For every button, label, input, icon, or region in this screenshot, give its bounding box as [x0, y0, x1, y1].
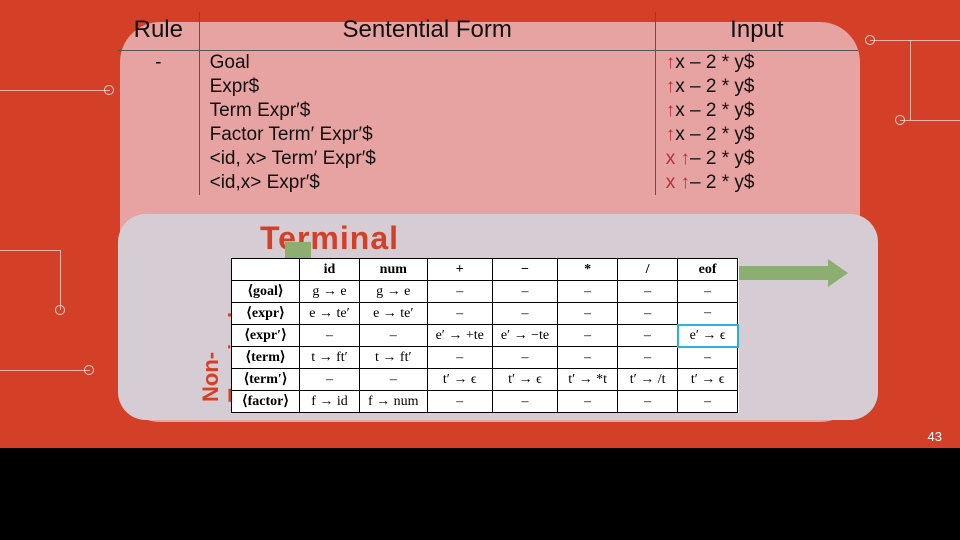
parse-cell: t′ → ϵ: [678, 369, 738, 391]
parse-cell: t′ → /t: [618, 369, 678, 391]
parse-cell: –: [678, 347, 738, 369]
parse-cell: f → num: [360, 391, 428, 413]
parse-cell: f → id: [300, 391, 360, 413]
parse-cell: –: [558, 325, 618, 347]
sentential-cell: Factor Term′ Expr′$: [199, 123, 655, 147]
parse-cell: –: [300, 325, 360, 347]
input-cell: ↑x – 2 * y$: [655, 99, 858, 123]
sentential-cell: Term Expr′$: [199, 99, 655, 123]
parse-cell: t′ → ϵ: [492, 369, 557, 391]
parse-table-header-row: idnum+−*/eof: [232, 259, 738, 281]
parse-cell: –: [360, 325, 428, 347]
trace-row: <id, x> Term′ Expr′$x ↑– 2 * y$: [118, 147, 858, 171]
parse-cell: –: [558, 347, 618, 369]
nt-cell: ⟨term′⟩: [232, 369, 300, 391]
parse-row: ⟨expr⟩e → te′e → te′–––––: [232, 303, 738, 325]
parse-th-*: *: [558, 259, 618, 281]
col-header-input: Input: [655, 12, 858, 51]
nt-cell: ⟨factor⟩: [232, 391, 300, 413]
parse-cell: g → e: [360, 281, 428, 303]
parse-th-num: num: [360, 259, 428, 281]
nt-cell: ⟨term⟩: [232, 347, 300, 369]
parse-cell: e′ → +te: [427, 325, 492, 347]
parse-cell: t → ft′: [360, 347, 428, 369]
input-cell: x ↑– 2 * y$: [655, 171, 858, 195]
trace-row: Term Expr′$↑x – 2 * y$: [118, 99, 858, 123]
parse-cell: –: [492, 303, 557, 325]
slide-number: 43: [928, 429, 942, 444]
parse-cell: –: [618, 281, 678, 303]
bottom-bar: [0, 448, 960, 540]
parse-th-+: +: [427, 259, 492, 281]
trace-tbody: -Goal↑x – 2 * y$Expr$↑x – 2 * y$Term Exp…: [118, 51, 858, 196]
nt-cell: ⟨expr⟩: [232, 303, 300, 325]
parse-cell: –: [427, 347, 492, 369]
parse-cell: –: [678, 281, 738, 303]
sentential-cell: Goal: [199, 51, 655, 76]
parse-cell: e′ → −te: [492, 325, 557, 347]
col-header-sentential: Sentential Form: [199, 12, 655, 51]
parse-row: ⟨factor⟩f → idf → num–––––: [232, 391, 738, 413]
trace-row: -Goal↑x – 2 * y$: [118, 51, 858, 76]
ll1-parse-table: idnum+−*/eof ⟨goal⟩g → eg → e–––––⟨expr⟩…: [231, 258, 739, 413]
trace-row: Factor Term′ Expr′$↑x – 2 * y$: [118, 123, 858, 147]
parse-cell: g → e: [300, 281, 360, 303]
rule-cell: [118, 99, 199, 123]
parse-th-nt: [232, 259, 300, 281]
parse-cell: e′ → ϵ: [678, 325, 738, 347]
parse-row: ⟨term⟩t → ft′t → ft′–––––: [232, 347, 738, 369]
parse-cell: t → ft′: [300, 347, 360, 369]
parse-row: ⟨goal⟩g → eg → e–––––: [232, 281, 738, 303]
parse-cell: –: [427, 281, 492, 303]
nt-cell: ⟨goal⟩: [232, 281, 300, 303]
parse-cell: e → te′: [300, 303, 360, 325]
parse-cell: –: [492, 391, 557, 413]
parse-row: ⟨expr′⟩––e′ → +tee′ → −te––e′ → ϵ: [232, 325, 738, 347]
parse-cell: –: [618, 391, 678, 413]
parse-row: ⟨term′⟩––t′ → ϵt′ → ϵt′ → *tt′ → /tt′ → …: [232, 369, 738, 391]
parse-cell: –: [618, 347, 678, 369]
nt-cell: ⟨expr′⟩: [232, 325, 300, 347]
rule-cell: [118, 171, 199, 195]
sentential-cell: <id,x> Expr′$: [199, 171, 655, 195]
trace-row: <id,x> Expr′$x ↑– 2 * y$: [118, 171, 858, 195]
rule-cell: [118, 147, 199, 171]
parse-cell: –: [678, 303, 738, 325]
terminals-arrow-head: [828, 259, 848, 287]
parse-table-body: ⟨goal⟩g → eg → e–––––⟨expr⟩e → te′e → te…: [232, 281, 738, 413]
parse-cell: –: [558, 303, 618, 325]
col-header-rule: Rule: [118, 12, 199, 51]
parse-cell: –: [427, 303, 492, 325]
parse-cell: –: [427, 391, 492, 413]
parse-cell: t′ → *t: [558, 369, 618, 391]
parse-cell: –: [492, 347, 557, 369]
sentential-cell: <id, x> Term′ Expr′$: [199, 147, 655, 171]
input-cell: ↑x – 2 * y$: [655, 75, 858, 99]
parse-cell: –: [618, 325, 678, 347]
parse-cell: –: [558, 391, 618, 413]
parse-th-−: −: [492, 259, 557, 281]
rule-cell: [118, 123, 199, 147]
parse-cell: –: [678, 391, 738, 413]
rule-cell: [118, 75, 199, 99]
parse-th-/: /: [618, 259, 678, 281]
parse-cell: –: [300, 369, 360, 391]
parse-cell: t′ → ϵ: [427, 369, 492, 391]
parse-cell: –: [360, 369, 428, 391]
parse-cell: –: [558, 281, 618, 303]
sentential-cell: Expr$: [199, 75, 655, 99]
parse-cell: e → te′: [360, 303, 428, 325]
parse-th-eof: eof: [678, 259, 738, 281]
input-cell: ↑x – 2 * y$: [655, 123, 858, 147]
rule-cell: -: [118, 51, 199, 76]
input-cell: ↑x – 2 * y$: [655, 51, 858, 76]
input-cell: x ↑– 2 * y$: [655, 147, 858, 171]
derivation-trace-table: Rule Sentential Form Input -Goal↑x – 2 *…: [118, 12, 858, 195]
parse-cell: –: [492, 281, 557, 303]
parse-th-id: id: [300, 259, 360, 281]
parse-cell: –: [618, 303, 678, 325]
trace-row: Expr$↑x – 2 * y$: [118, 75, 858, 99]
